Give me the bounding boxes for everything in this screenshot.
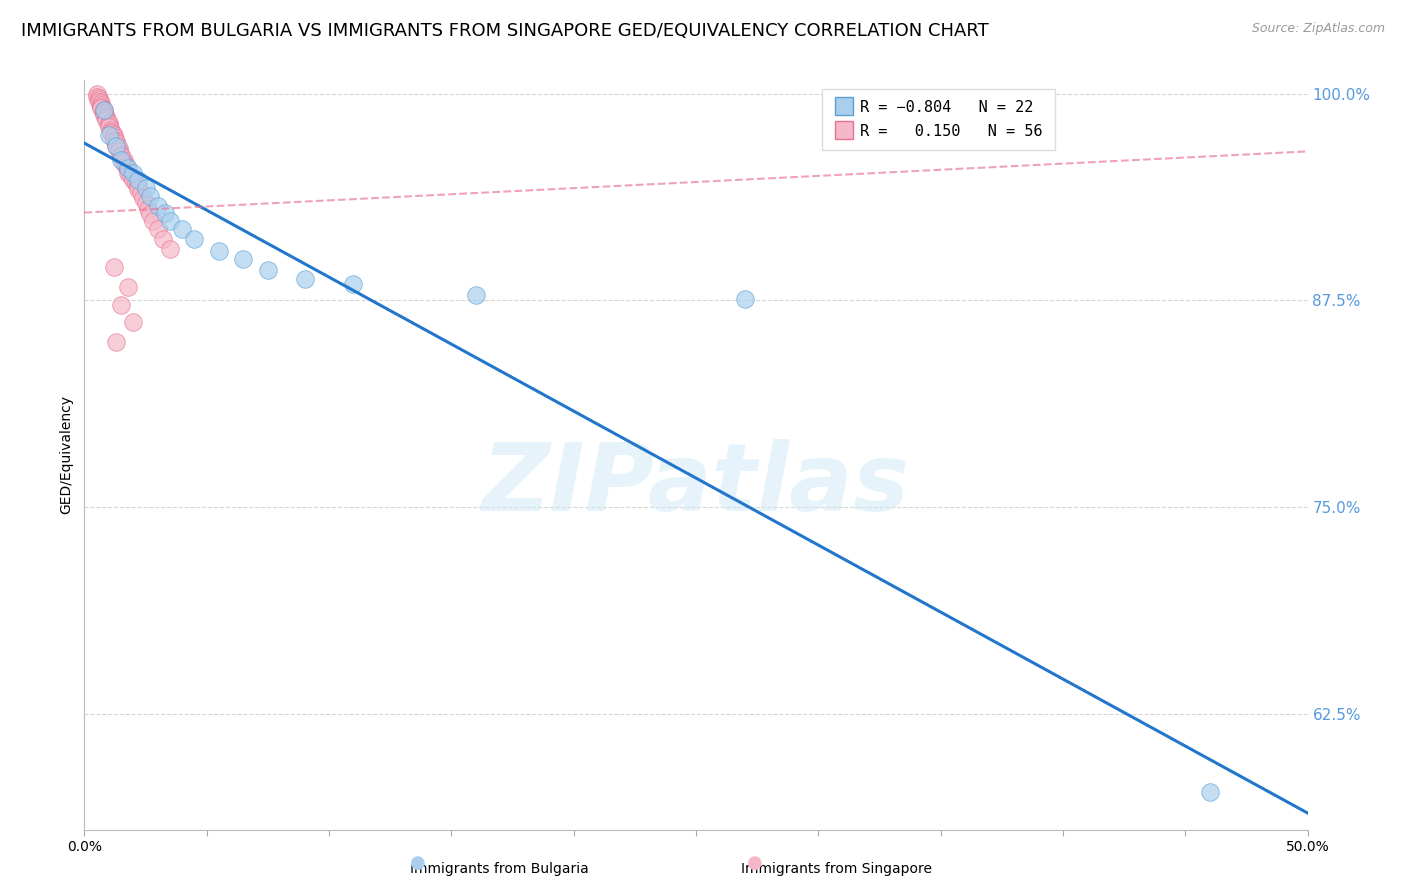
Point bbox=[152, 232, 174, 246]
Point bbox=[153, 205, 176, 219]
Point bbox=[122, 166, 145, 180]
Point bbox=[112, 156, 135, 170]
Point bbox=[110, 149, 132, 163]
Point bbox=[87, 95, 110, 109]
Text: ZIPatlas: ZIPatlas bbox=[482, 439, 910, 531]
Point bbox=[183, 232, 205, 246]
Point bbox=[90, 100, 112, 114]
Point bbox=[232, 252, 254, 266]
Point bbox=[93, 103, 115, 117]
Point bbox=[86, 90, 108, 104]
Point bbox=[159, 242, 181, 256]
Text: ●: ● bbox=[409, 855, 426, 872]
Point bbox=[129, 186, 152, 200]
Text: Immigrants from Singapore: Immigrants from Singapore bbox=[741, 862, 932, 876]
Point bbox=[135, 195, 157, 210]
Point bbox=[96, 110, 118, 124]
Point bbox=[135, 181, 157, 195]
Point bbox=[105, 139, 128, 153]
Point bbox=[127, 172, 149, 186]
Point bbox=[208, 244, 231, 258]
Point bbox=[172, 222, 194, 236]
Point bbox=[100, 124, 122, 138]
Point bbox=[257, 263, 280, 277]
Point bbox=[93, 103, 115, 117]
Point bbox=[142, 214, 165, 228]
Point bbox=[86, 87, 108, 101]
Point bbox=[139, 189, 162, 203]
Point bbox=[117, 161, 139, 175]
Point bbox=[97, 120, 120, 134]
Point bbox=[115, 159, 138, 173]
Point bbox=[105, 135, 128, 149]
Point bbox=[122, 315, 145, 329]
Point bbox=[103, 260, 125, 275]
Point bbox=[107, 141, 129, 155]
Point bbox=[93, 104, 115, 119]
Point bbox=[97, 128, 120, 142]
Point bbox=[146, 222, 169, 236]
Point bbox=[93, 108, 115, 122]
Point bbox=[110, 147, 132, 161]
Point bbox=[103, 129, 125, 144]
Point bbox=[97, 116, 120, 130]
Point bbox=[127, 182, 149, 196]
Point bbox=[139, 207, 162, 221]
Point bbox=[105, 136, 128, 150]
Y-axis label: GED/Equivalency: GED/Equivalency bbox=[59, 395, 73, 515]
Point bbox=[96, 113, 118, 128]
Point bbox=[294, 272, 316, 286]
Point bbox=[132, 191, 155, 205]
Point bbox=[117, 166, 139, 180]
Point bbox=[110, 298, 132, 312]
Point bbox=[120, 169, 142, 184]
Point bbox=[112, 153, 135, 167]
Point bbox=[136, 202, 159, 217]
Point bbox=[97, 118, 120, 132]
Point bbox=[105, 139, 128, 153]
Point bbox=[734, 292, 756, 306]
Point bbox=[342, 277, 364, 291]
Text: Source: ZipAtlas.com: Source: ZipAtlas.com bbox=[1251, 22, 1385, 36]
Point bbox=[105, 334, 128, 349]
Point bbox=[90, 102, 112, 116]
Point bbox=[107, 145, 129, 159]
Point bbox=[159, 214, 181, 228]
Point bbox=[103, 128, 125, 142]
Point bbox=[110, 153, 132, 167]
Point bbox=[90, 96, 112, 111]
Point bbox=[87, 91, 110, 105]
Point bbox=[100, 123, 122, 137]
Legend: R = −0.804   N = 22, R =   0.150   N = 56: R = −0.804 N = 22, R = 0.150 N = 56 bbox=[823, 88, 1054, 150]
Text: IMMIGRANTS FROM BULGARIA VS IMMIGRANTS FROM SINGAPORE GED/EQUIVALENCY CORRELATIO: IMMIGRANTS FROM BULGARIA VS IMMIGRANTS F… bbox=[21, 22, 988, 40]
Point bbox=[117, 280, 139, 294]
Point bbox=[96, 112, 118, 126]
Point bbox=[127, 179, 149, 194]
Point bbox=[464, 288, 486, 302]
Point bbox=[125, 176, 148, 190]
Point bbox=[100, 126, 122, 140]
Point bbox=[146, 199, 169, 213]
Point bbox=[1198, 784, 1220, 798]
Point bbox=[103, 133, 125, 147]
Point bbox=[117, 162, 139, 177]
Point bbox=[87, 93, 110, 107]
Text: Immigrants from Bulgaria: Immigrants from Bulgaria bbox=[409, 862, 589, 876]
Text: ●: ● bbox=[747, 855, 763, 872]
Point bbox=[122, 172, 145, 186]
Point bbox=[90, 98, 112, 112]
Point bbox=[93, 106, 115, 120]
